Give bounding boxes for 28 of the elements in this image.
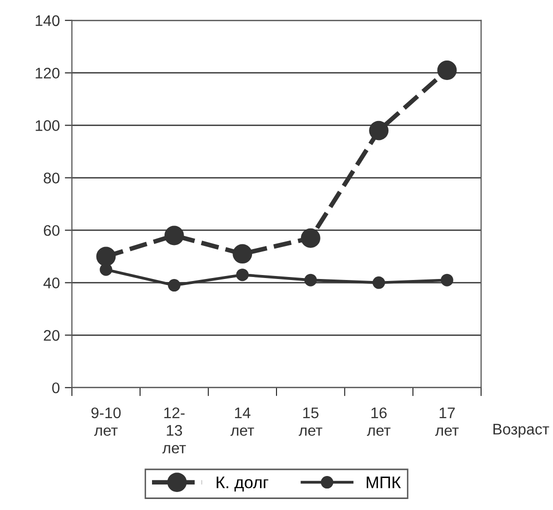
point	[304, 274, 317, 286]
x-tick-label: 16 лет	[366, 407, 390, 436]
y-tick-label: 120	[36, 68, 60, 79]
y-tick-label: 60	[44, 225, 60, 236]
y-tick-label: 0	[52, 382, 60, 394]
legend-label: МПК	[366, 476, 401, 488]
point	[300, 228, 320, 248]
point	[96, 246, 116, 266]
point	[437, 60, 457, 80]
x-tick-label: 12- 13 лет	[162, 407, 186, 454]
point	[168, 279, 180, 292]
x-axis-title: Возраст	[493, 424, 550, 438]
y-tick-label: 40	[43, 278, 60, 288]
x-tick-label: 14 лет	[230, 408, 254, 436]
x-tick-label: 9-10 лет	[91, 407, 121, 436]
point	[372, 276, 386, 289]
point	[369, 120, 389, 140]
point	[164, 226, 184, 246]
y-tick-label: 100	[36, 120, 60, 131]
y-tick-label: 140	[36, 15, 60, 26]
x-tick-label: 17 лет	[435, 408, 459, 436]
y-tick-label: 20	[44, 330, 60, 341]
legend-label: К. долг	[216, 476, 268, 492]
y-tick-label: 80	[44, 172, 60, 184]
point	[232, 244, 252, 264]
point	[440, 274, 454, 286]
x-tick-label: 15 лет	[298, 408, 322, 436]
point	[236, 268, 249, 282]
